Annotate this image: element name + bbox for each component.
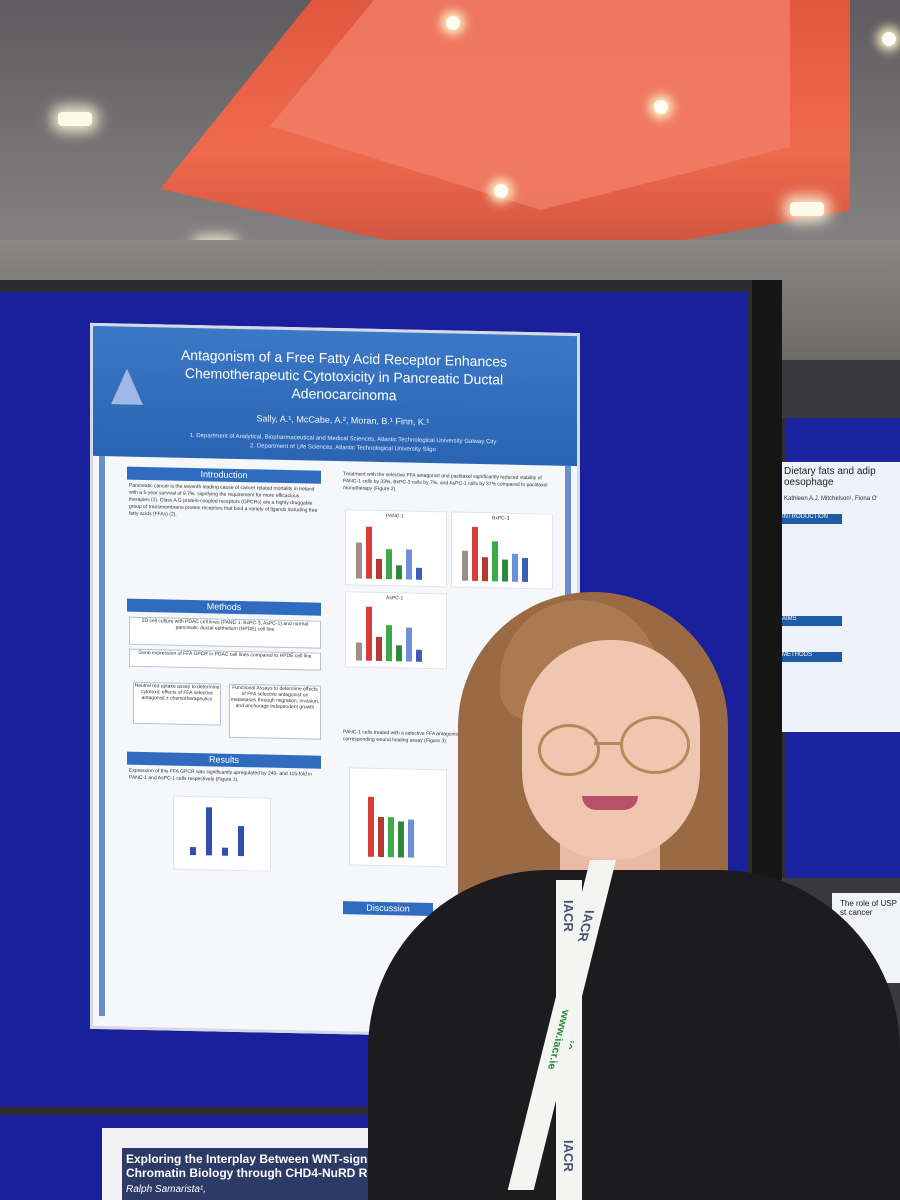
bottom-poster: Exploring the Interplay Between WNT-sign…	[102, 1128, 372, 1200]
chart-title: AsPC-1	[386, 595, 404, 602]
bottom-poster-author: Ralph Samarista¹,	[126, 1184, 207, 1195]
chart-bar	[238, 825, 244, 857]
chart-bar	[472, 526, 478, 581]
lanyard-brand: IACR	[561, 900, 576, 932]
bxpc3-viability-chart: BxPC-3	[451, 511, 553, 590]
introduction-text: Pancreatic cancer is the seventh leading…	[129, 482, 318, 518]
chart-bar	[206, 807, 212, 856]
lanyard-brand: IACR	[561, 1140, 576, 1172]
neighbor-section-heading: AIMS	[782, 616, 842, 626]
smile	[582, 796, 638, 810]
ceiling-spotlight	[654, 100, 668, 114]
chart-bar	[222, 847, 228, 856]
ceiling-spotlight	[882, 32, 896, 46]
chart-title: BxPC-3	[492, 515, 510, 522]
chart-bar	[522, 557, 528, 583]
chart-bar	[398, 821, 404, 858]
poster-title: Antagonism of a Free Fatty Acid Receptor…	[180, 346, 508, 404]
chart-bar	[378, 816, 384, 858]
expression-bar-chart	[173, 795, 271, 872]
results-heading: Results	[127, 751, 321, 769]
chart-bar	[512, 553, 518, 582]
chart-bar	[502, 559, 508, 582]
board-post	[752, 280, 782, 880]
chart-bar	[368, 796, 374, 857]
chart-bar	[190, 846, 196, 856]
methods-box: Gene expression of FFA GPCR in PDAC cell…	[129, 648, 321, 671]
neighbor-section-heading: METHODS	[782, 652, 842, 662]
lanyard-brand: IACR	[574, 910, 598, 942]
methods-heading: Methods	[127, 598, 321, 616]
chart-bar	[462, 550, 468, 581]
methods-box: 2D cell culture with PDAC cell lines (PA…	[129, 616, 321, 649]
neighbor-poster-lower-title: The role of USP st cancer	[840, 899, 897, 917]
chart-bar	[482, 557, 488, 582]
chart-bar	[366, 606, 372, 661]
chart-bar	[406, 627, 412, 662]
chart-bar	[388, 817, 394, 858]
discussion-heading: Discussion	[343, 901, 433, 917]
glasses-right-lens	[620, 716, 690, 774]
chart-bar	[492, 541, 498, 582]
chart-bar	[396, 645, 402, 662]
bottom-poster-title: Exploring the Interplay Between WNT-sign…	[126, 1152, 368, 1180]
neighbor-poster: Dietary fats and adip oesophage Kathleen…	[782, 462, 900, 732]
methods-box: Neutral red uptake assay to determine cy…	[133, 681, 221, 726]
chart-bar	[406, 549, 412, 580]
chart-bar	[416, 649, 422, 662]
glasses-bridge	[594, 742, 620, 745]
ceiling-spotlight	[494, 184, 508, 198]
neighbor-poster-authors: Kathleen A.J. Mitchelson¹, Fiona O'	[784, 496, 878, 502]
chart-bar	[366, 526, 372, 579]
chart-bar	[416, 567, 422, 580]
chart-title: PANC-1	[386, 513, 404, 520]
introduction-heading: Introduction	[127, 466, 321, 484]
chart-bar	[396, 565, 402, 580]
combination-result-text: Treatment with the selective FFA antagon…	[343, 471, 548, 493]
chart-bar	[386, 549, 392, 580]
neighbor-section-heading: INTRODUCTION	[782, 514, 842, 524]
chart-bar	[408, 819, 414, 858]
chart-bar	[376, 558, 382, 579]
results-text: Expression of this FFA GPCR was signific…	[129, 767, 313, 783]
chart-bar	[386, 625, 392, 662]
ceiling-panel-light	[58, 112, 92, 126]
aspc1-viability-chart: AsPC-1	[345, 591, 447, 670]
chart-bar	[356, 642, 362, 661]
methods-box: Functional Assays to determine effects o…	[229, 683, 321, 740]
panc1-viability-chart: PANC-1	[345, 509, 447, 588]
glasses-left-lens	[538, 724, 600, 776]
ceiling-panel-light	[790, 202, 824, 216]
bottom-poster-banner	[122, 1148, 372, 1200]
chart-bar	[376, 636, 382, 661]
chart-bar	[356, 542, 362, 579]
neighbor-poster-title: Dietary fats and adip oesophage	[784, 466, 876, 488]
person-black-sweater	[368, 870, 900, 1200]
ceiling-spotlight	[446, 16, 460, 30]
wound-healing-chart	[349, 767, 447, 868]
poster-left-strip	[99, 456, 105, 1017]
